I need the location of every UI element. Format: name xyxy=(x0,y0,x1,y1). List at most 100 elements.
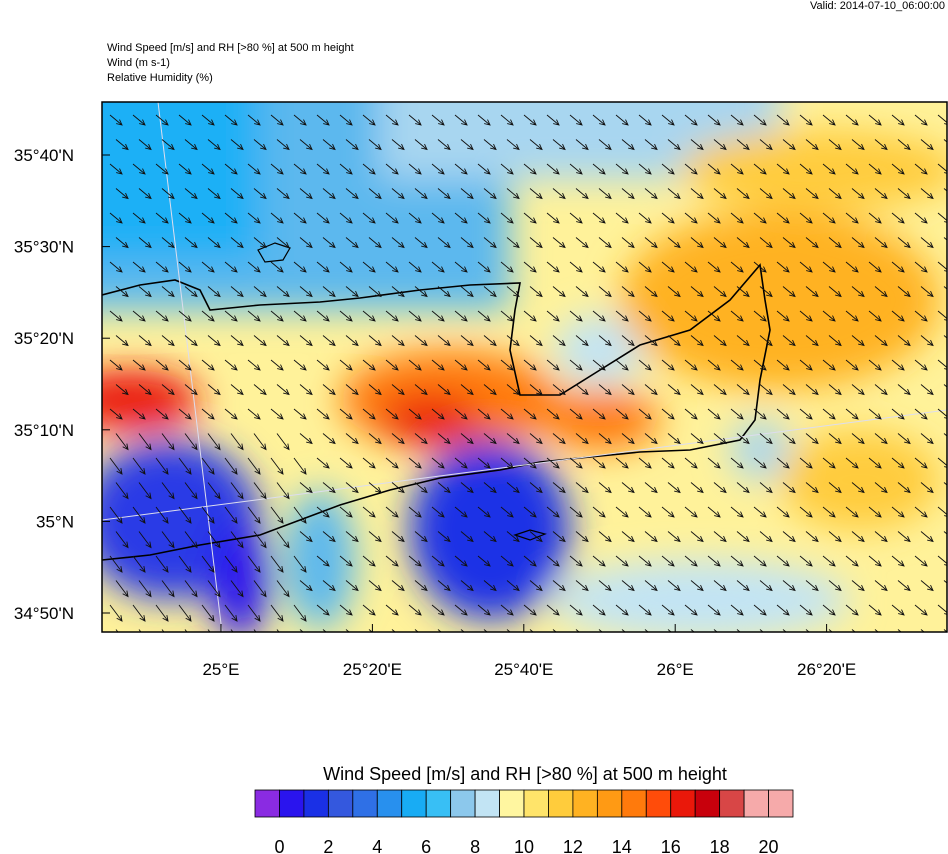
wind-arrow xyxy=(707,212,721,224)
wind-arrow xyxy=(385,163,399,175)
wind-arrow xyxy=(155,457,169,475)
wind-arrow xyxy=(529,433,543,445)
wind-arrow xyxy=(598,580,612,592)
wind-arrow xyxy=(891,604,905,616)
wind-arrow xyxy=(253,286,267,298)
wind-arrow xyxy=(138,580,152,598)
wind-arrow xyxy=(638,359,652,371)
wind-arrow xyxy=(322,580,336,592)
wind-arrow xyxy=(270,359,284,371)
wind-arrow xyxy=(276,188,290,200)
wind-arrow xyxy=(115,335,129,347)
wind-arrow xyxy=(460,335,474,347)
wind-arrow xyxy=(736,629,741,632)
wind-arrow xyxy=(937,506,947,517)
wind-arrow xyxy=(138,433,152,451)
wind-arrow xyxy=(782,335,796,347)
wind-arrow xyxy=(592,212,606,224)
wind-arrow xyxy=(799,163,813,175)
wind-arrow xyxy=(339,310,353,322)
wind-arrow xyxy=(253,335,267,347)
wind-arrow xyxy=(299,188,313,200)
wind-arrow xyxy=(937,114,947,125)
wind-arrow xyxy=(684,212,698,224)
wind-arrow xyxy=(460,188,474,200)
wind-arrow xyxy=(299,629,304,632)
wind-arrow xyxy=(184,531,198,549)
wind-arrow xyxy=(155,408,169,420)
wind-arrow xyxy=(224,506,238,524)
wind-arrow xyxy=(431,408,445,420)
wind-arrow xyxy=(667,433,681,445)
wind-arrow xyxy=(414,629,419,632)
wind-arrow xyxy=(523,261,537,273)
wind-arrow xyxy=(201,555,215,573)
wind-arrow xyxy=(345,531,359,543)
wind-arrow xyxy=(828,433,842,445)
wind-arrow xyxy=(454,408,468,420)
wind-arrow xyxy=(776,212,790,224)
wind-arrow xyxy=(460,286,474,298)
wind-arrow xyxy=(230,188,244,200)
wind-arrow xyxy=(638,163,652,175)
wind-arrow xyxy=(891,457,905,469)
colorbar-label: 6 xyxy=(421,837,431,854)
wind-arrow xyxy=(500,310,514,322)
wind-arrow xyxy=(408,506,422,518)
wind-arrow xyxy=(483,531,497,543)
wind-arrow xyxy=(224,163,238,175)
wind-arrow xyxy=(667,188,681,200)
wind-arrow xyxy=(431,114,445,126)
wind-arrow xyxy=(529,482,543,494)
wind-arrow xyxy=(598,286,612,298)
wind-arrow xyxy=(500,261,514,273)
wind-arrow xyxy=(592,261,606,273)
wind-arrow xyxy=(713,237,727,249)
wind-arrow xyxy=(247,114,261,126)
wind-arrow xyxy=(667,139,681,151)
wind-arrow xyxy=(822,506,836,518)
colorbar-label: 10 xyxy=(514,837,534,854)
wind-arrow xyxy=(345,482,359,494)
wind-arrow xyxy=(293,604,307,622)
wind-arrow xyxy=(592,457,606,469)
wind-arrow xyxy=(132,506,146,524)
wind-arrow xyxy=(477,310,491,322)
wind-arrow xyxy=(385,114,399,126)
wind-arrow xyxy=(851,580,865,592)
wind-arrow xyxy=(414,433,428,445)
wind-arrow xyxy=(891,261,905,273)
wind-arrow xyxy=(937,555,947,566)
wind-arrow xyxy=(115,139,129,151)
wind-arrow xyxy=(615,555,629,567)
wind-arrow xyxy=(230,580,244,598)
wind-arrow xyxy=(638,555,652,567)
wind-arrow xyxy=(132,261,146,273)
wind-arrow xyxy=(868,408,882,420)
wind-arrow xyxy=(822,604,836,616)
wind-arrow xyxy=(161,139,175,151)
wind-arrow xyxy=(322,188,336,200)
lat-label: 35°30'N xyxy=(14,238,74,257)
wind-arrow xyxy=(851,139,865,151)
wind-arrow xyxy=(270,310,284,322)
wind-arrow xyxy=(391,335,405,347)
wind-arrow xyxy=(552,433,566,445)
wind-arrow xyxy=(408,604,422,616)
wind-arrow xyxy=(270,604,284,622)
wind-arrow xyxy=(753,604,767,616)
colorbar-box xyxy=(645,789,672,818)
wind-arrow xyxy=(782,433,796,445)
wind-arrow xyxy=(621,188,635,200)
wind-arrow xyxy=(293,310,307,322)
wind-arrow xyxy=(552,580,566,592)
colorbar-box xyxy=(352,789,378,818)
wind-arrow xyxy=(690,531,704,543)
wind-arrow xyxy=(322,286,336,298)
wind-arrow xyxy=(506,286,520,298)
wind-arrow xyxy=(201,261,215,273)
wind-arrow xyxy=(920,335,934,347)
graticule xyxy=(102,409,947,521)
wind-arrow xyxy=(322,629,327,632)
wind-arrow xyxy=(592,555,606,567)
